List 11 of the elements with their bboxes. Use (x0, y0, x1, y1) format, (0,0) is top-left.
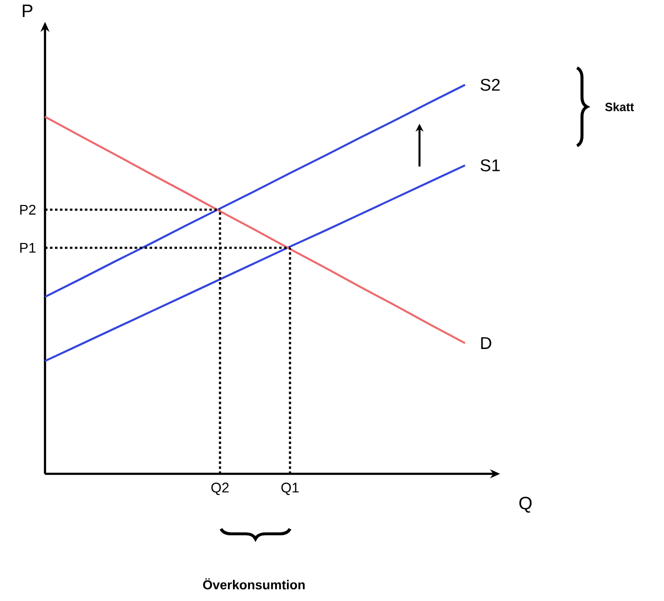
y-axis-title: P (22, 4, 32, 18)
series-label: S1 (480, 159, 500, 172)
x-tick-label: Q1 (281, 482, 299, 496)
series-label: S2 (480, 78, 500, 91)
x-axis-title: Q (519, 496, 532, 513)
x-tick-label: Q2 (211, 482, 229, 496)
text: P2 (20, 204, 36, 215)
text: Skatt (605, 102, 634, 112)
series-label: D (481, 337, 492, 350)
text: P1 (20, 243, 36, 253)
text: Överkonsumtion (203, 578, 305, 590)
